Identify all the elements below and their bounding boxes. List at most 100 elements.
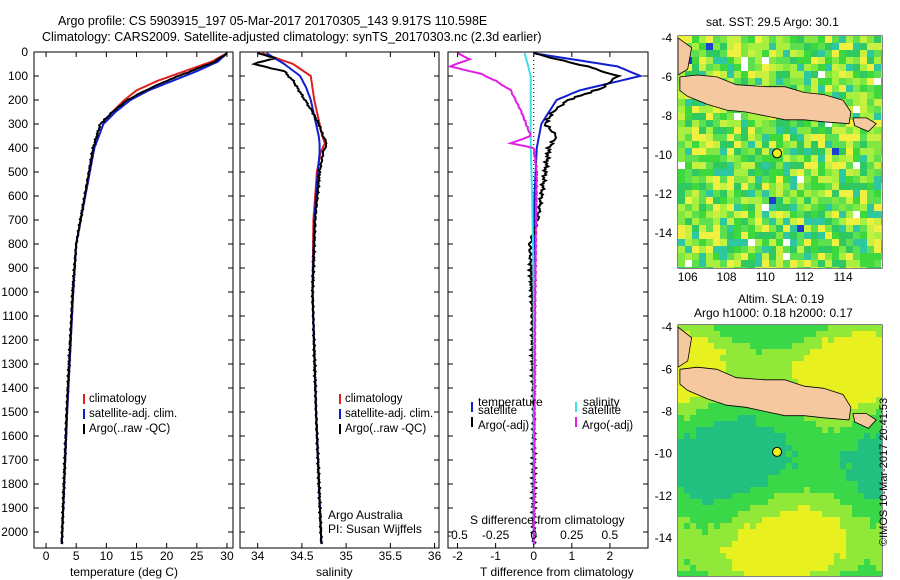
sla-map-cell (678, 421, 684, 427)
temp-series-1-group (60, 52, 228, 545)
sla-map-cell (786, 433, 792, 439)
sst-map-cell (748, 169, 755, 176)
sla-map-cell (798, 505, 804, 511)
sla-map-cell (822, 433, 828, 439)
sst-map-cell (860, 127, 867, 134)
sla-map-cell (840, 529, 846, 535)
sst-map-cell (727, 197, 734, 204)
sla-map-cell (780, 475, 786, 481)
sst-map-cell (825, 64, 832, 71)
sla-map-cell (816, 373, 822, 379)
sst-map-cell (839, 127, 846, 134)
sst-map-cell (839, 162, 846, 169)
sla-map-cell (834, 373, 840, 379)
sla-map-cell (732, 367, 738, 373)
sst-map-cell (720, 43, 727, 50)
sla-map-cell (768, 505, 774, 511)
sla-map-cell (756, 499, 762, 505)
sst-map-cell (762, 113, 769, 120)
sst-map-cell (853, 176, 860, 183)
temp-xtick-label: 20 (160, 549, 174, 563)
sla-map-cell (702, 541, 708, 547)
sst-map-cell (853, 113, 860, 120)
sla-map-cell (834, 457, 840, 463)
sla-map-cell (756, 463, 762, 469)
sla-map-cell (786, 499, 792, 505)
sla-map-cell (834, 487, 840, 493)
sla-map-cell (786, 355, 792, 361)
sla-map-cell (828, 325, 834, 331)
sst-map-cell (846, 36, 853, 43)
sla-map-cell (828, 361, 834, 367)
sst-map-cell (692, 246, 699, 253)
sla-map-cell (720, 487, 726, 493)
sla-map-cell (810, 331, 816, 337)
sla-map-cell (708, 529, 714, 535)
sst-map-cell (720, 183, 727, 190)
sst-map-cell (874, 113, 881, 120)
sla-map-cell (840, 487, 846, 493)
sst-map-cell (748, 43, 755, 50)
sla-map-cell (684, 469, 690, 475)
sla-map-cell (792, 421, 798, 427)
sla-map-cell (720, 529, 726, 535)
sla-map-cell (834, 379, 840, 385)
sst-map-cell (769, 64, 776, 71)
sla-map-cell (852, 499, 858, 505)
sla-map-cell (756, 505, 762, 511)
sla-map-cell (810, 367, 816, 373)
sla-map-cell (690, 391, 696, 397)
sla-map-cell (834, 421, 840, 427)
sla-map-cell (714, 529, 720, 535)
sla-map-cell (846, 457, 852, 463)
sla-map-cell (876, 457, 882, 463)
sla-map-cell (798, 439, 804, 445)
sst-map-cell (727, 253, 734, 260)
sla-map-cell (816, 547, 822, 553)
sla-map-cell (762, 565, 768, 571)
sla-map-cell (828, 445, 834, 451)
sst-map-cell (874, 260, 881, 267)
sst-map-cell (811, 183, 818, 190)
sla-map-cell (738, 415, 744, 421)
sla-map-cell (732, 565, 738, 571)
sst-map-cell (762, 148, 769, 155)
sla-map-cell (678, 445, 684, 451)
sla-map-cell (750, 415, 756, 421)
diff-stick-label: -0.5 (447, 528, 468, 542)
sla-map-cell (810, 565, 816, 571)
sla-map-cell (732, 421, 738, 427)
sla-map-cell (726, 355, 732, 361)
sla-map-cell (762, 433, 768, 439)
sla-map-cell (840, 517, 846, 523)
sst-map-cell (692, 253, 699, 260)
sla-map-cell (828, 433, 834, 439)
sst-map-cell (846, 260, 853, 267)
sst-map-cell (692, 190, 699, 197)
sla-map-cell (738, 481, 744, 487)
sst-map-cell (678, 260, 685, 267)
sla-map-cell (852, 445, 858, 451)
sla-map-cell (684, 529, 690, 535)
sst-map-cell (860, 92, 867, 99)
sla-map-cell (762, 505, 768, 511)
sla-map-cell (840, 433, 846, 439)
sst-map-cell (685, 260, 692, 267)
sla-map-cell (876, 361, 882, 367)
sla-map-cell (714, 481, 720, 487)
sla-map-cell (768, 529, 774, 535)
sst-map-cell (860, 57, 867, 64)
sla-map-cell (852, 331, 858, 337)
sst-map-cell (853, 169, 860, 176)
sla-map-cell (858, 373, 864, 379)
sla-map-cell (762, 409, 768, 415)
sla-map-cell (744, 541, 750, 547)
sla-map-cell (864, 517, 870, 523)
sla-map-cell (732, 517, 738, 523)
sla-map-cell (744, 433, 750, 439)
temp-series-1 (60, 52, 228, 545)
sla-map-cell (708, 523, 714, 529)
sst-map-cell (741, 169, 748, 176)
sla-map-cell (690, 421, 696, 427)
sla-map-cell (846, 523, 852, 529)
